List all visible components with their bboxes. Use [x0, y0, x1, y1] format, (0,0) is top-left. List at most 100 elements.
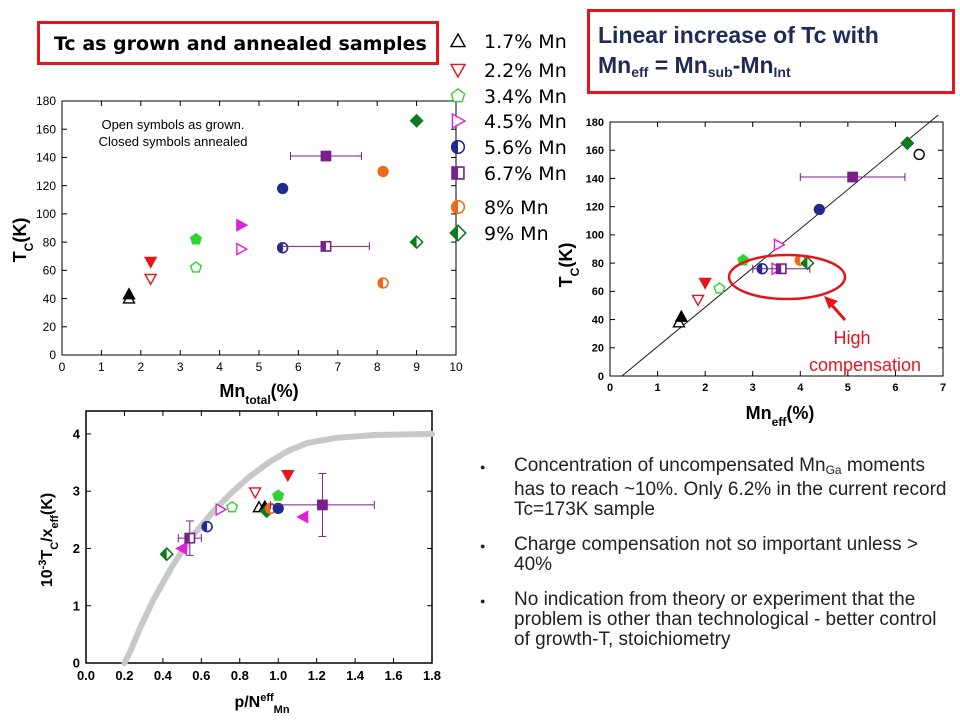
headline-mid: = Mn: [648, 52, 708, 78]
data-point-5: [226, 500, 239, 513]
data-point-2: [143, 273, 158, 286]
y-tick-label: 3: [73, 484, 80, 499]
y-tick-label: 140: [36, 151, 56, 165]
bullet-2: Charge compensation not so important unl…: [478, 535, 948, 575]
data-point-0: [159, 547, 174, 562]
legend-label-1: 2.2% Mn: [484, 60, 567, 82]
headline-line2: Mneff = Mnsub-MnInt: [598, 50, 952, 87]
data-point-6: [773, 238, 786, 252]
data-point-3: [698, 277, 712, 290]
x-tick-label: 1.6: [385, 668, 403, 683]
y-tick-label: 0: [49, 348, 56, 362]
x-tick-label: 2: [702, 382, 708, 394]
chart-tc-vs-mntotal: 0 1 2 3 4 5 6 7 8 9 10020406080100120140160180Open…: [10, 94, 463, 407]
data-point-1: [175, 541, 188, 556]
y-tick-label: 4: [73, 426, 81, 441]
data-point-15: [800, 256, 815, 271]
y-tick-label: 180: [586, 117, 604, 129]
y-tick-label: 20: [43, 320, 57, 334]
x-tick-label: 1.8: [423, 668, 441, 683]
x-tick-label: 9: [413, 360, 420, 374]
data-point-9: [276, 182, 289, 195]
headline-box: Linear increase of Tc with Mneff = Mnsub…: [587, 9, 955, 94]
x-tick-label: 0: [59, 360, 66, 374]
high-label: High: [833, 328, 870, 348]
data-point-13: [281, 470, 295, 483]
theory-curve: [121, 430, 435, 666]
y-tick-label: 2: [73, 541, 80, 556]
legend-marker-3: [451, 112, 467, 130]
x-tick-label: 1: [98, 360, 105, 374]
title-box: Tc as grown and annealed samples: [37, 21, 439, 65]
legend-marker-1: [449, 63, 467, 79]
compensation-label: compensation: [809, 355, 921, 375]
x-tick-label: 3: [750, 382, 756, 394]
x-tick-label: 0.4: [154, 668, 173, 683]
data-point-2: [691, 294, 705, 307]
bullet-list: Concentration of uncompensated MnGa mome…: [478, 456, 948, 665]
chart-tc-over-xeff: 0.0 0.2 0.4 0.6 0.8 1.0 1.2 1.4 1.6 1.8 0 1 2 3 4 p/Nef…: [37, 410, 441, 716]
legend-label-2: 3.4% Mn: [484, 86, 567, 108]
x-tick-label: 0: [607, 382, 613, 394]
data-point-10: [847, 171, 858, 183]
high-compensation-annotation: High compensation: [727, 253, 921, 375]
x-tick-label: 3: [177, 360, 184, 374]
x-tick-label: 10: [449, 360, 463, 374]
x-tick-label: 0.8: [231, 668, 249, 683]
legend-label-7: 9% Mn: [484, 223, 549, 245]
x-tick-label: 4: [216, 360, 223, 374]
x-tick-label: 1.2: [308, 668, 326, 683]
data-point-2: [184, 532, 196, 544]
y-tick-label: 160: [36, 122, 56, 136]
x-tick-label: 1.4: [346, 668, 365, 683]
y-tick-label: 0: [73, 656, 80, 671]
y-tick-label: 80: [43, 235, 57, 249]
y-tick-label: 80: [592, 258, 604, 270]
data-point-15: [409, 113, 424, 128]
x-tick-label: 6: [295, 360, 302, 374]
data-point-14: [900, 136, 915, 151]
y-tick-label: 1: [73, 598, 80, 613]
y-tick-label: 120: [36, 179, 56, 193]
headline-sub-int: Int: [773, 64, 791, 80]
x-tick-label: 1.0: [269, 668, 287, 683]
legend: 1.7% Mn 2.2% Mn 3.4% Mn 4.5% Mn 5.6% Mn 6.7% …: [449, 31, 567, 245]
data-point-12: [377, 277, 389, 289]
y-tick-label: 140: [586, 173, 604, 185]
y-tick-label: 40: [592, 314, 604, 326]
data-point-4: [215, 502, 228, 517]
compensation-ellipse: [727, 253, 847, 301]
plot-frame: [609, 121, 944, 377]
annotation-line-2: Closed symbols annealed: [99, 134, 248, 149]
legend-marker-7: [449, 224, 467, 242]
y-tick-label: 20: [592, 343, 604, 355]
legend-label-4: 5.6% Mn: [484, 137, 567, 159]
data-point-11: [775, 263, 787, 275]
annotation-line-1: Open symbols as grown.: [101, 117, 244, 132]
data-point-14: [409, 235, 424, 250]
data-point-6: [236, 242, 249, 256]
bullet-1-text-b: moments has to reach ~10%. Only 6.2% in …: [514, 455, 947, 520]
x-tick-label: 0.6: [192, 668, 210, 683]
legend-marker-5: [451, 166, 465, 180]
data-point-4: [189, 261, 203, 273]
legend-label-0: 1.7% Mn: [484, 31, 567, 53]
x-tick-label: 7: [334, 360, 341, 374]
data-point-5: [189, 232, 203, 245]
legend-marker-0: [449, 32, 467, 48]
y-tick-label: 0: [598, 371, 604, 383]
headline-sub-sub: sub: [707, 64, 733, 80]
bullet-1: Concentration of uncompensated MnGa mome…: [478, 456, 948, 520]
y-axis-label: 10-3TC/xeff(K): [37, 493, 61, 587]
title-text: Tc as grown and annealed samples: [54, 33, 427, 55]
x-tick-label: 2: [137, 360, 144, 374]
y-tick-label: 100: [36, 207, 56, 221]
data-point-3: [201, 521, 213, 533]
x-axis-label: Mneff(%): [746, 403, 815, 429]
chart-tc-vs-mneff: 0 1 2 3 4 5 6 7 0 20 40 60 80 100 120 140 160 180 Mneff(%)…: [556, 114, 946, 429]
data-point-15: [317, 499, 328, 511]
data-point-4: [713, 282, 726, 294]
x-tick-label: 7: [940, 382, 946, 394]
data-point-12: [913, 148, 925, 161]
